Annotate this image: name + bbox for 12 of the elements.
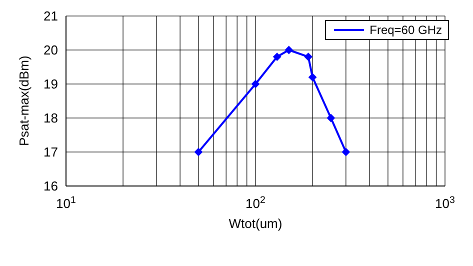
- y-tick-label: 18: [44, 110, 58, 126]
- y-tick-label: 16: [44, 178, 58, 194]
- y-tick-label: 17: [44, 144, 58, 160]
- y-axis-title: Psat-max(dBm): [16, 56, 32, 146]
- x-tick-label: 10$^{1}$: [56, 194, 76, 211]
- y-tick-label: 21: [44, 8, 58, 24]
- legend-label: Freq=60 GHz: [370, 23, 442, 37]
- x-tick-label: 10$^{3}$: [435, 194, 455, 211]
- y-tick-label: 19: [44, 76, 58, 92]
- y-tick-label: 20: [44, 42, 58, 58]
- x-axis-title: Wtot(um): [228, 216, 282, 231]
- x-tick-label: 10$^{2}$: [246, 194, 266, 211]
